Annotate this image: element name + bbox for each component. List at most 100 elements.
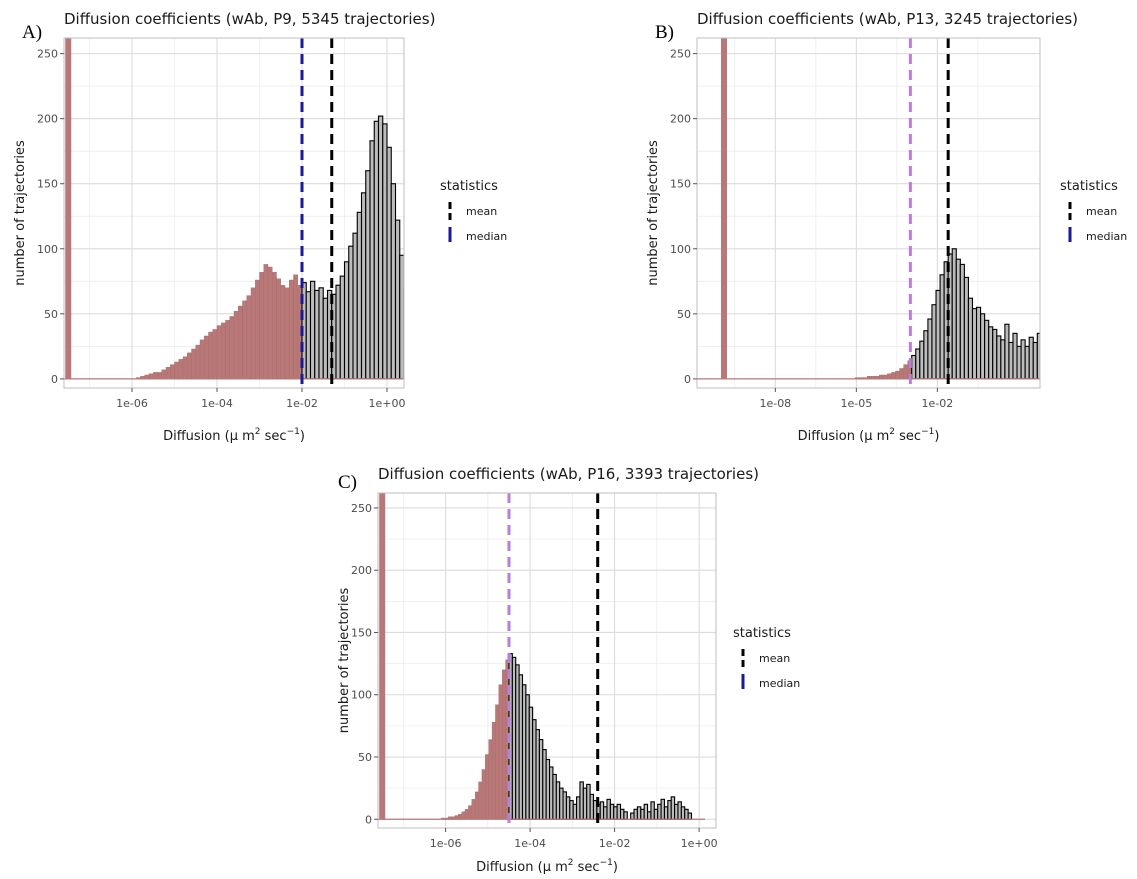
chart-title: Diffusion coefficients (wAb, P13, 3245 t… bbox=[697, 10, 1078, 28]
x-tick-label: 1e-06 bbox=[430, 837, 462, 850]
y-tick-label: 200 bbox=[37, 113, 58, 126]
histogram-bar bbox=[911, 354, 917, 380]
histogram-bar bbox=[178, 359, 184, 380]
histogram-bar bbox=[157, 372, 162, 380]
histogram-spike-bar bbox=[379, 493, 386, 820]
histogram-bar bbox=[458, 814, 462, 820]
legend-title: statistics bbox=[440, 179, 498, 194]
histogram-bar bbox=[996, 335, 1002, 380]
x-axis-label-part: μ m bbox=[230, 429, 255, 444]
legend-mean-label: mean bbox=[1086, 205, 1117, 218]
histogram-bar bbox=[1074, 288, 1078, 379]
histogram-bar bbox=[498, 684, 503, 820]
histogram-bar bbox=[182, 356, 188, 380]
y-tick-label: 0 bbox=[365, 813, 372, 826]
histogram-bar bbox=[365, 170, 371, 380]
histogram-bar bbox=[242, 300, 247, 380]
histogram-bar bbox=[1094, 375, 1098, 379]
plot-border bbox=[63, 37, 405, 389]
histogram-bar bbox=[988, 326, 994, 380]
histogram-bar bbox=[1000, 339, 1006, 380]
histogram-bar bbox=[915, 348, 921, 380]
x-tick-label: 1e+00 bbox=[681, 837, 718, 850]
histogram-bar bbox=[939, 274, 945, 380]
y-tick-label: 100 bbox=[351, 689, 372, 702]
x-axis-label-part: sec bbox=[261, 429, 287, 444]
histogram-bar bbox=[246, 295, 252, 380]
histogram-bars bbox=[697, 38, 1098, 380]
histogram-bar bbox=[984, 319, 990, 380]
histogram-bar bbox=[1070, 268, 1074, 379]
histogram-bar bbox=[263, 264, 269, 380]
histogram-bar bbox=[417, 358, 421, 379]
histogram-bar bbox=[377, 115, 384, 380]
legend: statistics mean median bbox=[733, 626, 800, 690]
y-axis-label: number of trajectories bbox=[646, 140, 661, 286]
x-axis-label-part: sec bbox=[895, 429, 921, 444]
chart-panel-c: C) Diffusion coefficients (wAb, P16, 3393… bbox=[337, 465, 800, 875]
histogram-bar bbox=[1082, 342, 1086, 378]
histogram-bar bbox=[923, 330, 929, 380]
histogram-bar bbox=[199, 339, 205, 380]
x-axis-label-part: μ m bbox=[864, 429, 889, 444]
histogram-bar bbox=[386, 146, 392, 380]
histogram-bar bbox=[1090, 371, 1094, 379]
histogram-bar bbox=[478, 781, 483, 820]
histogram-bar bbox=[187, 352, 192, 380]
histogram-bar bbox=[309, 280, 316, 380]
histogram-bar bbox=[212, 329, 218, 380]
histogram-bar bbox=[895, 370, 900, 380]
legend-median-label: median bbox=[759, 677, 800, 690]
y-tick-label: 50 bbox=[358, 751, 372, 764]
histogram-bar bbox=[491, 721, 496, 820]
histogram-bar bbox=[225, 320, 230, 380]
histogram-bar bbox=[927, 318, 933, 380]
histogram-bar bbox=[891, 372, 896, 380]
histogram-bar bbox=[413, 340, 417, 379]
histogram-bar bbox=[318, 287, 324, 380]
histogram-bar bbox=[255, 279, 260, 380]
histogram-spike-bar bbox=[65, 38, 72, 379]
y-tick-label: 200 bbox=[670, 113, 691, 126]
histogram-bar bbox=[399, 254, 404, 380]
histogram-bar bbox=[992, 328, 998, 380]
x-axis-label-part: ) bbox=[934, 429, 939, 444]
y-tick-label: 150 bbox=[351, 626, 372, 639]
x-axis-label: Diffusion (μ m2 sec−1) bbox=[163, 427, 305, 444]
y-tick-label: 100 bbox=[670, 243, 691, 256]
legend-title: statistics bbox=[1060, 179, 1118, 194]
legend-median-label: median bbox=[466, 230, 507, 243]
histogram-bar bbox=[931, 304, 937, 380]
x-axis-label-superscript: 2 bbox=[889, 427, 895, 437]
x-axis-label-part: Diffusion ( bbox=[163, 429, 230, 444]
histogram-bar bbox=[1086, 362, 1090, 379]
x-tick-label: 1e-04 bbox=[201, 397, 233, 410]
histogram-bar bbox=[348, 245, 354, 380]
histogram-bar bbox=[1078, 314, 1082, 379]
histogram-bar bbox=[919, 340, 925, 380]
histogram-bar bbox=[1066, 259, 1070, 379]
y-tick-label: 100 bbox=[37, 243, 58, 256]
histogram-bar bbox=[335, 284, 341, 380]
histogram-bar bbox=[276, 278, 281, 380]
chart-title: Diffusion coefficients (wAb, P9, 5345 tr… bbox=[64, 10, 435, 28]
panel-letter: C) bbox=[338, 472, 357, 493]
histogram-bar bbox=[305, 291, 312, 380]
histogram-bar bbox=[174, 361, 179, 380]
histogram-bar bbox=[951, 248, 957, 380]
histogram-bar bbox=[382, 123, 388, 380]
x-tick-label: 1e-02 bbox=[922, 397, 954, 410]
x-tick-label: 1e-04 bbox=[514, 837, 546, 850]
histogram-bar bbox=[1058, 272, 1062, 379]
histogram-bar bbox=[229, 316, 235, 380]
histogram-bar bbox=[403, 287, 404, 380]
x-tick-label: 1e-02 bbox=[286, 397, 318, 410]
y-axis-label: number of trajectories bbox=[337, 588, 352, 734]
chart-title: Diffusion coefficients (wAb, P16, 3393 t… bbox=[378, 465, 759, 483]
x-axis-label-superscript: −1 bbox=[600, 858, 613, 868]
histogram-bar bbox=[165, 366, 171, 380]
histogram-bar bbox=[373, 120, 380, 380]
histogram-bar bbox=[975, 306, 982, 380]
y-tick-label: 0 bbox=[51, 373, 58, 386]
